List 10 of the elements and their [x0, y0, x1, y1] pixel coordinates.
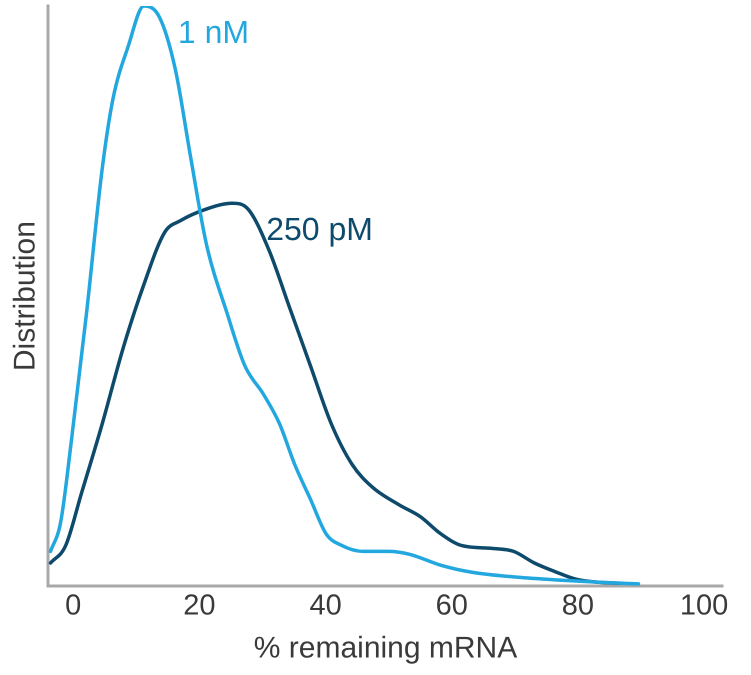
x-tick-label: 80 [562, 590, 594, 622]
x-tick-label: 0 [65, 590, 82, 622]
x-axis-title: % remaining mRNA [254, 631, 518, 664]
series-label: 1 nM [178, 14, 250, 50]
y-axis-title: Distribution [8, 221, 42, 372]
x-tick-label: 20 [183, 590, 216, 622]
x-tick-label: 40 [309, 590, 342, 622]
x-tick-label: 100 [680, 590, 728, 622]
series-label: 250 pM [266, 211, 373, 248]
x-tick-label: 60 [436, 590, 468, 622]
